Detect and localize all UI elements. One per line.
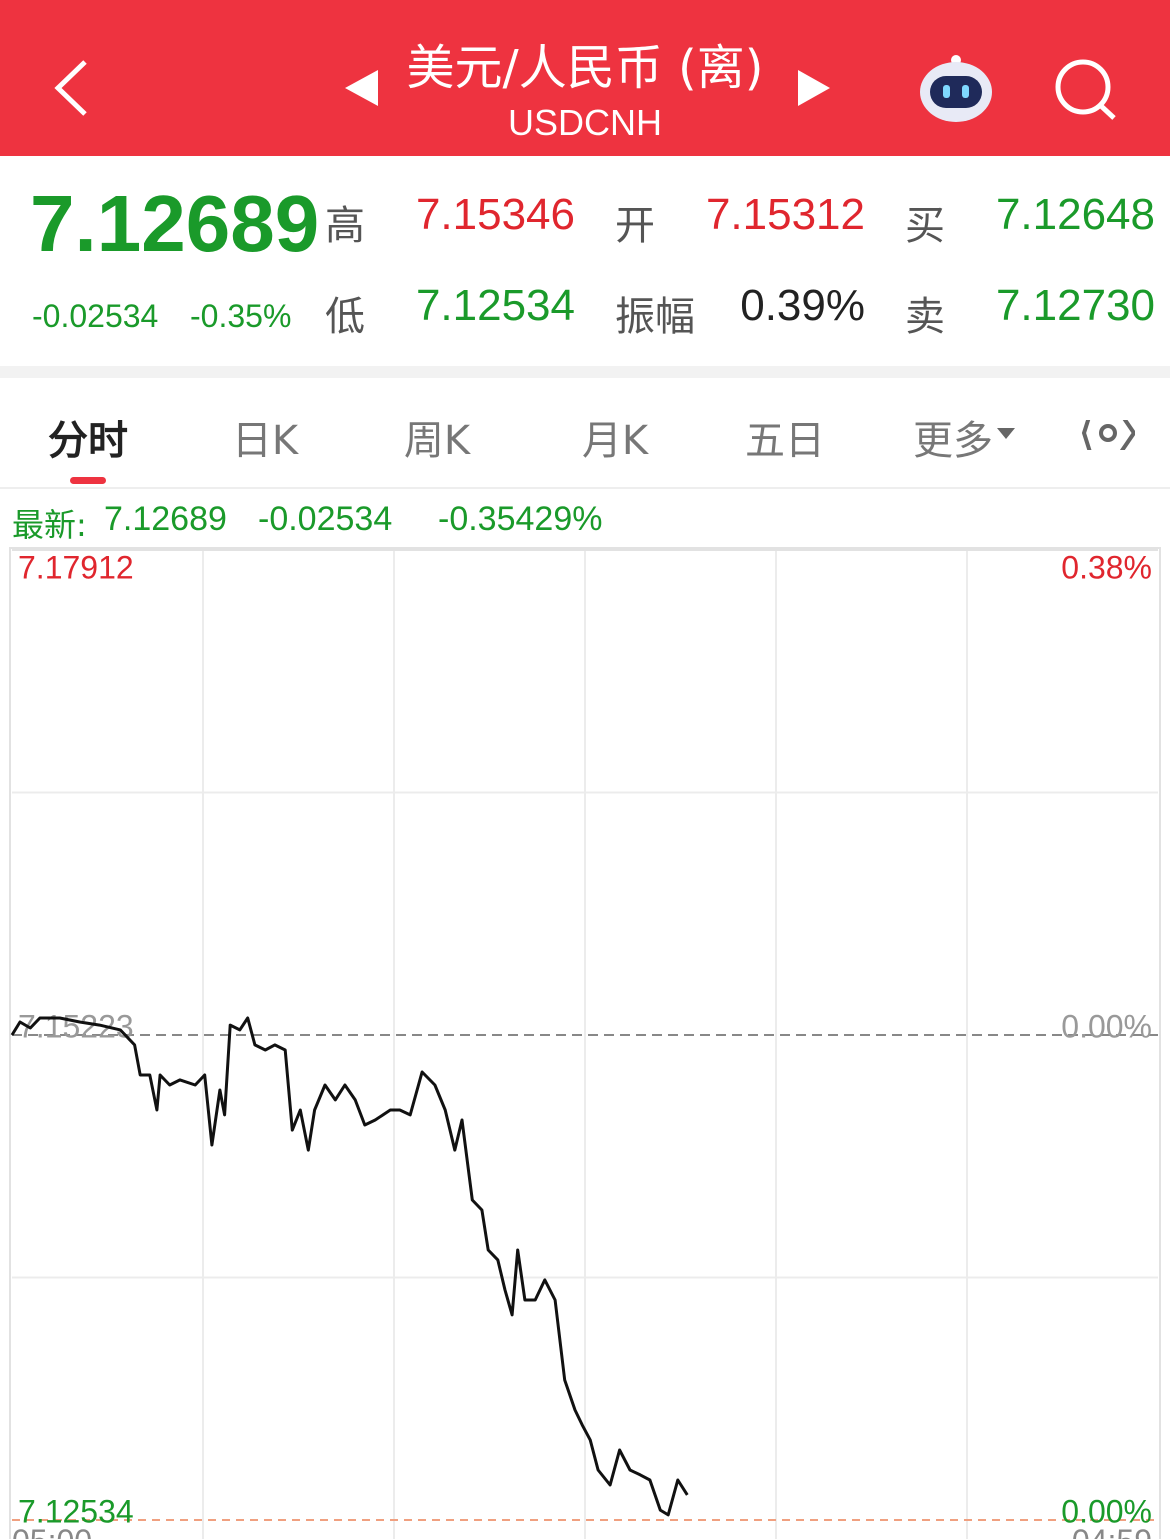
stat-value: 0.39% [740, 281, 865, 330]
y-tick-label: 7.17912 [18, 549, 134, 585]
y2-label: 0.00% [1061, 1493, 1152, 1529]
tab[interactable]: 分时 [48, 418, 128, 464]
x-tick-label: 05:00 [12, 1523, 92, 1539]
tab[interactable]: 五日 [745, 418, 825, 464]
latest-label: 最新: [12, 506, 87, 544]
tab-icons [997, 420, 1135, 450]
x-tick-label: 04:59 [1072, 1523, 1152, 1539]
latest-change: -0.02534 [258, 500, 393, 538]
stat-label: 低 [325, 294, 365, 340]
stat-value: 7.12648 [995, 190, 1155, 239]
separator [0, 366, 1170, 378]
stat-label: 开 [615, 203, 655, 249]
plot-frame [9, 547, 1161, 1539]
stat-value: 7.12730 [995, 281, 1155, 330]
tab[interactable]: 日K [231, 418, 299, 464]
y2-label: 0.38% [1061, 549, 1152, 585]
search-icon[interactable] [1055, 59, 1116, 120]
change: -0.02534 [32, 298, 159, 334]
header: 美元/人民币 (离) USDCNH [0, 0, 1170, 156]
change-pct: -0.35% [190, 298, 292, 334]
settings-icon[interactable] [1081, 420, 1135, 450]
y-tick-label: 7.15223 [18, 1008, 134, 1044]
back-button[interactable] [54, 60, 87, 116]
stat-label: 振幅 [615, 294, 695, 340]
price-line [10, 1016, 689, 1517]
stat-value: 7.15346 [415, 190, 575, 239]
title: 美元/人民币 (离) [406, 40, 764, 96]
stat-value: 7.15312 [705, 190, 865, 239]
stat-label: 卖 [905, 294, 945, 340]
tab[interactable]: 周K [403, 418, 471, 464]
next-arrow[interactable] [798, 70, 830, 106]
stat-label: 买 [905, 203, 945, 249]
stat-label: 高 [325, 203, 365, 249]
code: USDCNH [507, 102, 662, 143]
tab-indicator [70, 477, 106, 484]
stat-value: 7.12534 [415, 281, 575, 330]
y2-label: 0.00% [1061, 1008, 1152, 1044]
latest-price: 7.12689 [104, 500, 227, 538]
tab[interactable]: 月K [581, 418, 649, 464]
robot-icon[interactable] [920, 55, 992, 122]
y-tick-label: 7.12534 [18, 1493, 134, 1529]
divider [0, 487, 1170, 489]
header-icons [54, 55, 1116, 122]
latest-change-pct: -0.35429% [438, 500, 603, 538]
price: 7.12689 [30, 179, 320, 268]
tab[interactable]: 更多 [913, 418, 993, 464]
prev-arrow[interactable] [345, 70, 378, 106]
more-caret[interactable] [997, 428, 1015, 439]
